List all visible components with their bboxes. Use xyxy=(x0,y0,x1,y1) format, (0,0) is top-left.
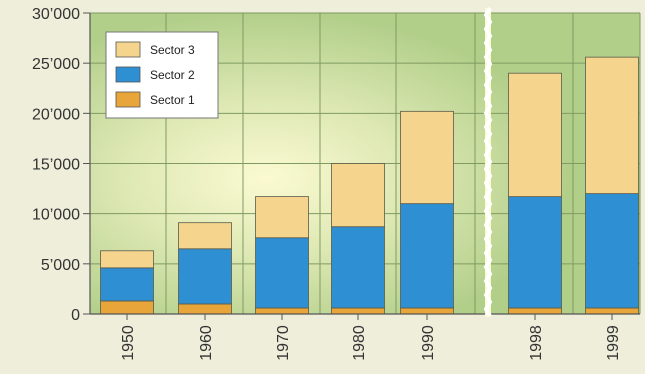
y-tick-label: 0 xyxy=(71,307,80,324)
y-tick-label: 15’000 xyxy=(32,157,80,174)
y-tick-label: 5’000 xyxy=(41,257,80,274)
y-tick-label: 10’000 xyxy=(32,207,80,224)
legend-label: Sector 3 xyxy=(150,43,195,57)
x-tick-label: 1980 xyxy=(351,325,368,361)
bar-segment-sector-3 xyxy=(585,56,639,195)
bar-segment-sector-3 xyxy=(255,196,309,239)
bar-segment-sector-1 xyxy=(255,307,309,315)
legend: Sector 3 Sector 2 Sector 1 xyxy=(105,31,219,119)
axis-break xyxy=(483,7,493,317)
bar-segment-sector-1 xyxy=(178,303,232,315)
bar-segment-sector-1 xyxy=(585,307,639,315)
legend-swatch xyxy=(115,41,141,58)
x-tick-label: 1999 xyxy=(605,325,622,361)
y-tick-label: 25’000 xyxy=(32,56,80,73)
x-tick-label: 1970 xyxy=(275,325,292,361)
bar-segment-sector-3 xyxy=(100,250,154,269)
bar-segment-sector-2 xyxy=(100,267,154,302)
bar-segment-sector-2 xyxy=(178,248,232,305)
bar-segment-sector-3 xyxy=(331,163,385,228)
bar-segment-sector-3 xyxy=(400,110,454,205)
bar-segment-sector-1 xyxy=(508,307,562,315)
x-tick-label: 1998 xyxy=(528,325,545,361)
bars xyxy=(100,56,639,315)
axes: 0 5’000 10’000 15’000 20’000 25’000 30’000 1950… xyxy=(32,6,640,361)
y-tick-label: 20’000 xyxy=(32,106,80,123)
y-tick-label: 30’000 xyxy=(32,6,80,23)
x-tick-label: 1950 xyxy=(120,325,137,361)
bar-segment-sector-1 xyxy=(100,300,154,315)
bar-segment-sector-2 xyxy=(255,237,309,309)
legend-swatch xyxy=(115,66,141,83)
bar-segment-sector-3 xyxy=(508,72,562,198)
axis-break-mark xyxy=(483,7,493,317)
x-tick-label: 1990 xyxy=(420,325,437,361)
bar-segment-sector-2 xyxy=(508,196,562,309)
legend-label: Sector 1 xyxy=(150,93,195,107)
bar-segment-sector-2 xyxy=(400,203,454,309)
legend-swatch xyxy=(115,91,141,108)
bar-segment-sector-1 xyxy=(331,307,385,315)
bar-segment-sector-3 xyxy=(178,222,232,250)
legend-label: Sector 2 xyxy=(150,68,195,82)
bar-segment-sector-2 xyxy=(585,193,639,309)
bar-segment-sector-1 xyxy=(400,307,454,315)
x-tick-label: 1960 xyxy=(198,325,215,361)
bar-segment-sector-2 xyxy=(331,226,385,309)
